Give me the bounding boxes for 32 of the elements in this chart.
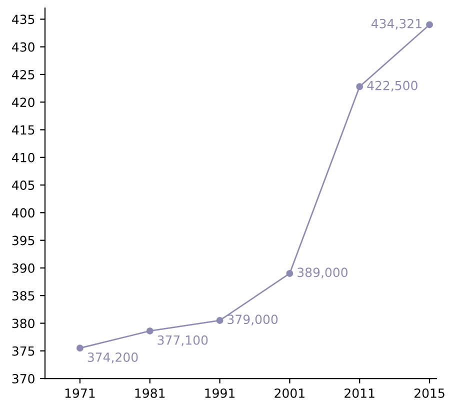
- point: [356, 83, 364, 90]
- point: [216, 316, 224, 324]
- x-tick-label: 1991: [205, 388, 235, 398]
- y-tick-label: 390: [12, 263, 34, 273]
- point: [286, 270, 294, 277]
- x-tick-label: 2015: [414, 388, 444, 398]
- y-tick-label: 410: [12, 152, 34, 162]
- point: [426, 21, 433, 28]
- y-tick-label: 435: [12, 14, 34, 24]
- y-tick-label: 380: [12, 318, 34, 328]
- x-tick-label: 2011: [344, 388, 374, 398]
- x-tick-label: 1971: [65, 388, 95, 398]
- annotation: 374,200: [88, 352, 138, 364]
- annotation: 434,321: [371, 18, 422, 30]
- y-tick-label: 430: [12, 42, 34, 52]
- y-tick-label: 420: [12, 98, 34, 108]
- point: [146, 327, 154, 334]
- x-tick-label: 1981: [135, 388, 165, 398]
- point: [76, 344, 84, 352]
- annotation: 379,000: [228, 314, 278, 326]
- y-tick-label: 385: [12, 291, 34, 301]
- annotation: 377,100: [158, 335, 208, 346]
- y-tick-label: 375: [12, 346, 34, 356]
- annotation: 422,500: [367, 80, 418, 92]
- x-tick-label: 2001: [274, 388, 304, 398]
- y-tick-label: 400: [12, 208, 34, 218]
- y-tick-label: 405: [12, 180, 34, 190]
- y-tick-label: 415: [12, 125, 34, 135]
- y-tick-label: 425: [12, 70, 34, 80]
- y-tick-label: 370: [12, 374, 34, 384]
- annotation: 389,000: [298, 268, 348, 278]
- y-tick-label: 395: [12, 236, 34, 246]
